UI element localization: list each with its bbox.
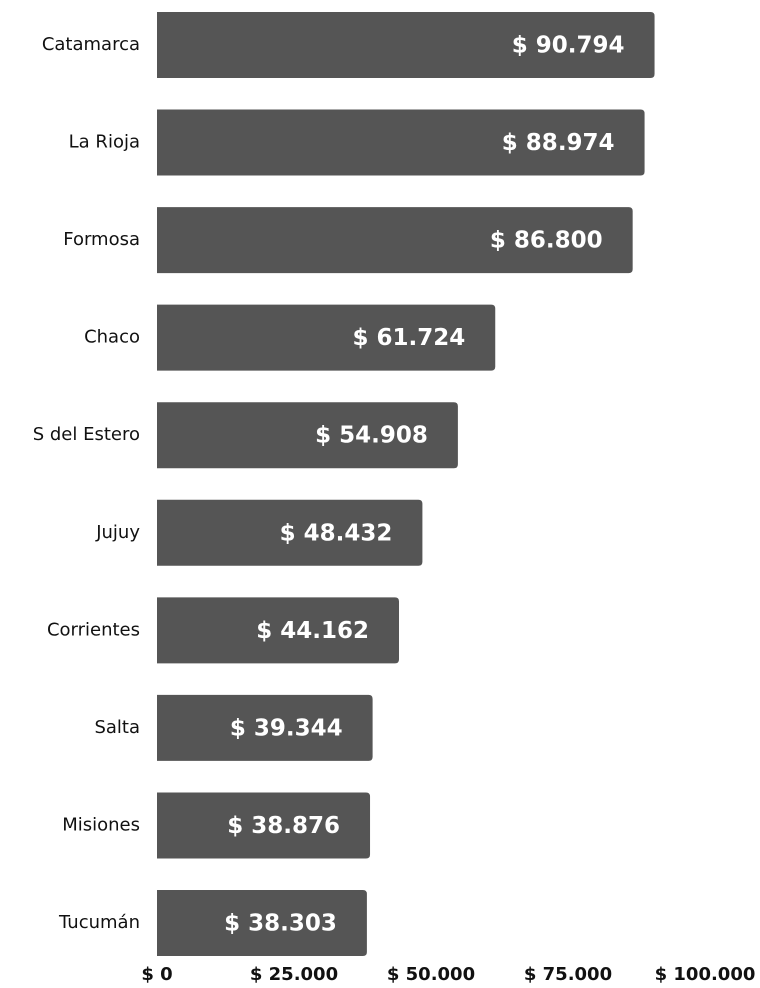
value-label: $ 88.974 (502, 130, 615, 156)
value-label: $ 61.724 (352, 325, 465, 351)
y-tick-label: Corrientes (47, 619, 140, 640)
value-label: $ 90.794 (512, 33, 625, 59)
bar (157, 597, 400, 664)
value-label: $ 38.876 (227, 813, 340, 839)
x-tick-label: $ 100.000 (655, 964, 756, 985)
bar (157, 499, 423, 566)
y-tick-label: S del Estero (33, 424, 140, 445)
value-label: $ 39.344 (230, 715, 343, 741)
x-tick-label: $ 75.000 (524, 964, 612, 985)
value-label: $ 86.800 (490, 228, 603, 254)
value-label: $ 38.303 (224, 911, 337, 937)
y-tick-label: Catamarca (42, 34, 140, 55)
value-label: $ 48.432 (280, 520, 393, 546)
bar (157, 890, 367, 957)
y-tick-label: La Rioja (69, 132, 140, 153)
bar (157, 304, 496, 371)
bar (157, 109, 645, 176)
y-tick-label: Chaco (84, 327, 140, 348)
x-tick-label: $ 50.000 (387, 964, 475, 985)
value-label: $ 44.162 (256, 618, 369, 644)
value-label: $ 54.908 (315, 423, 428, 449)
bar (157, 694, 373, 761)
y-tick-label: Tucumán (58, 912, 140, 933)
x-tick-label: $ 25.000 (250, 964, 338, 985)
x-tick-label: $ 0 (141, 964, 172, 985)
y-tick-label: Salta (94, 717, 140, 738)
y-tick-label: Jujuy (95, 522, 140, 543)
y-tick-label: Formosa (63, 229, 140, 250)
bar (157, 792, 371, 859)
bar (157, 12, 655, 78)
y-tick-label: Misiones (62, 814, 140, 835)
bar (157, 402, 458, 469)
bar (157, 207, 633, 274)
